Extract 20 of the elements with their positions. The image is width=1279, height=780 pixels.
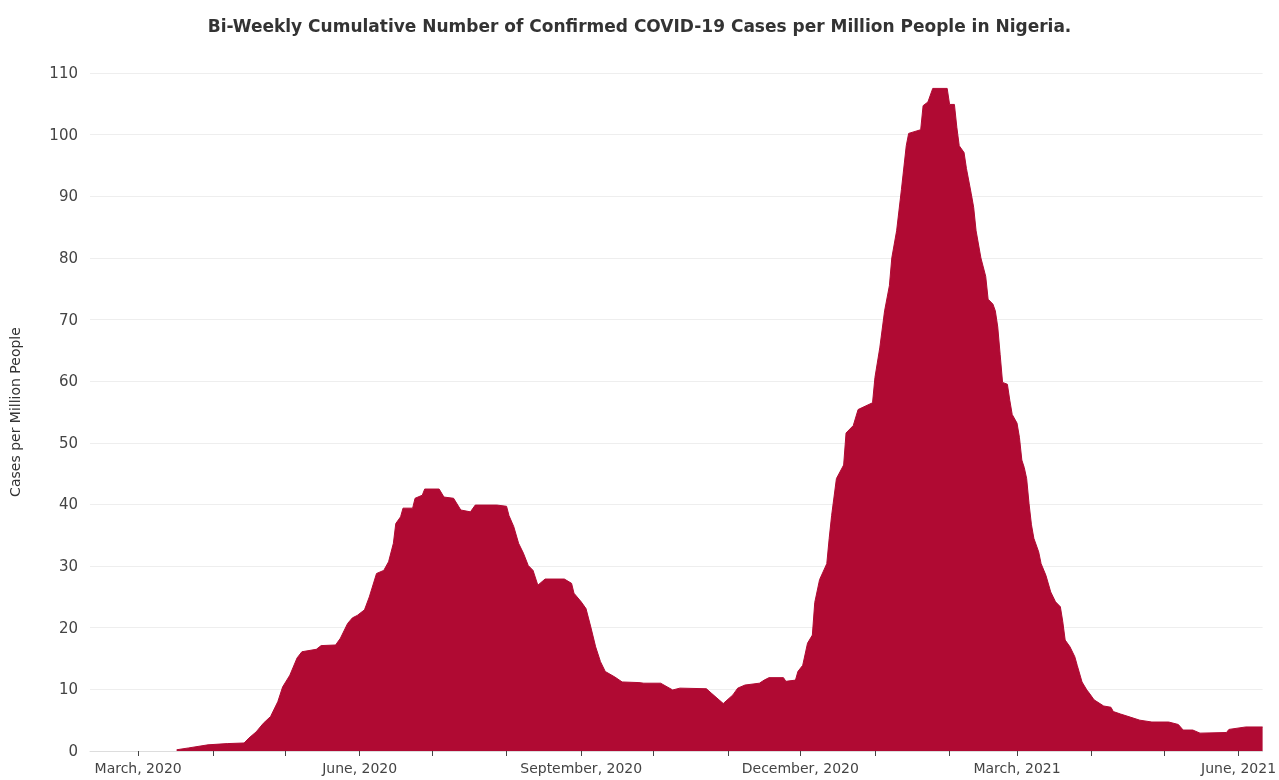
y-axis-title: Cases per Million People — [7, 327, 23, 497]
x-tick-label: September, 2020 — [520, 760, 643, 776]
y-tick-label: 0 — [68, 742, 78, 760]
x-tick-label: March, 2021 — [973, 760, 1061, 776]
y-tick-label: 50 — [58, 433, 78, 452]
x-tick-label: December, 2020 — [741, 760, 859, 776]
chart-title: Bi-Weekly Cumulative Number of Confirmed COVID-19 Cases per Million People in Nigeria. — [207, 15, 1072, 36]
x-tick-label: March, 2020 — [94, 760, 182, 776]
y-tick-label: 60 — [58, 372, 78, 391]
x-tick-label: June, 2020 — [321, 760, 398, 776]
y-tick-label: 70 — [58, 310, 78, 329]
x-tick-label: June, 2021 — [1200, 760, 1277, 776]
y-tick-label: 10 — [58, 680, 78, 699]
y-tick-label: 100 — [49, 125, 78, 144]
y-tick-label: 80 — [58, 248, 78, 267]
y-tick-label: 90 — [58, 187, 78, 206]
y-tick-label: 30 — [58, 557, 78, 576]
y-tick-label: 110 — [49, 64, 78, 82]
y-tick-label: 40 — [58, 495, 78, 514]
y-tick-label: 20 — [58, 618, 78, 637]
